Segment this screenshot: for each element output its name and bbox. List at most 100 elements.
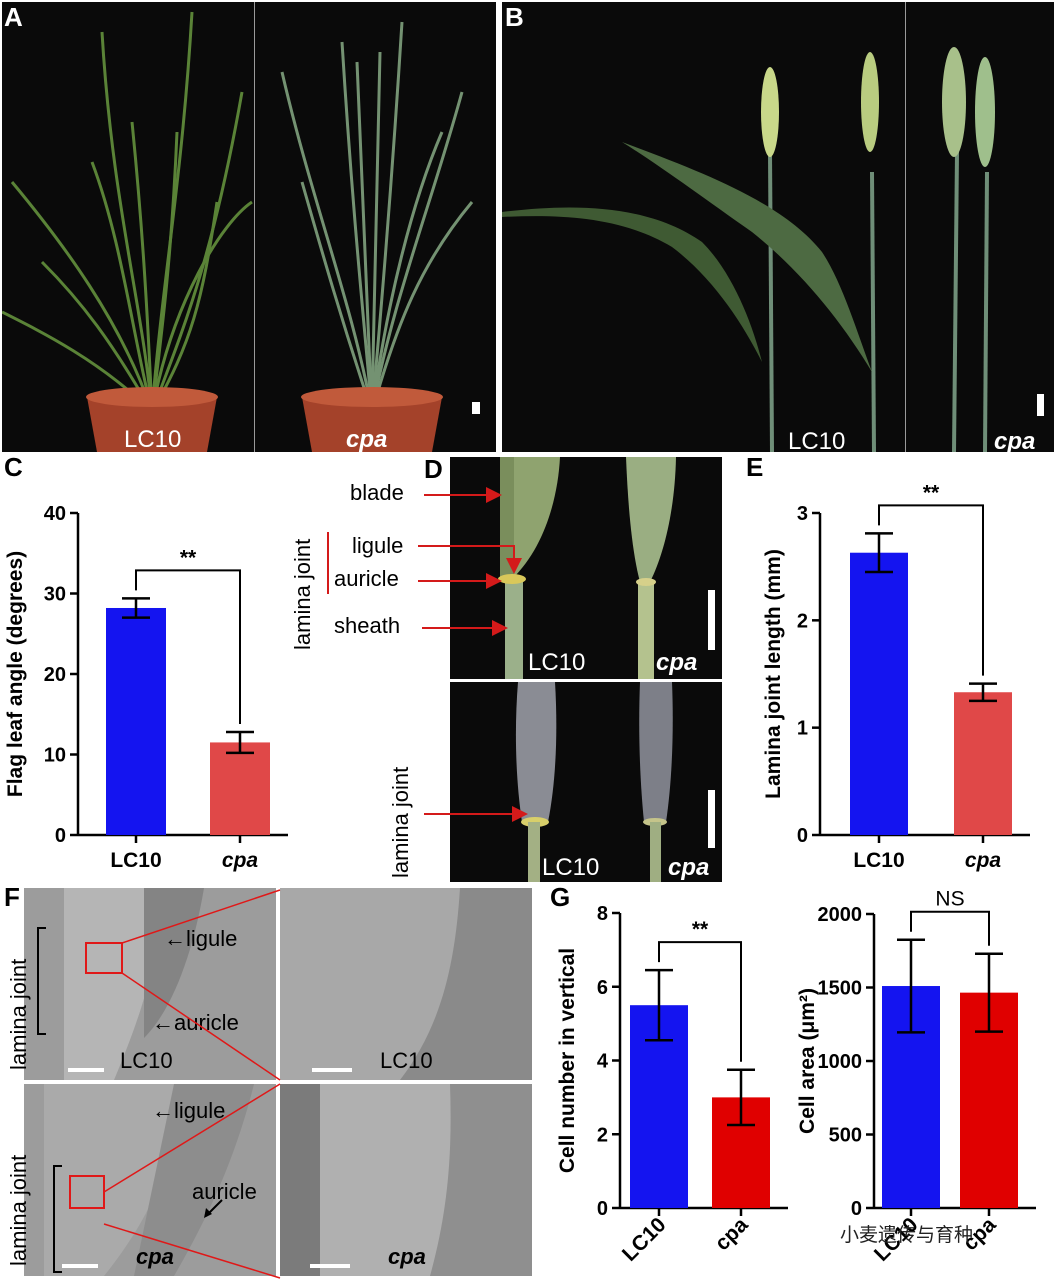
leaf-photo-d-bottom: LC10 cpa — [450, 682, 722, 882]
plant-photo-b-graphic — [502, 47, 995, 452]
panel-letter-d: D — [424, 454, 443, 484]
x-tick-label: cpa — [965, 849, 1002, 872]
sem-lc10-overview-graphic — [64, 888, 204, 1080]
panel-letter-g: G — [550, 882, 571, 912]
sem-label-cpa: cpa — [136, 1244, 174, 1269]
y-tick-label: 30 — [44, 584, 66, 606]
y-tick-label: 10 — [44, 745, 66, 767]
significance-label: NS — [935, 888, 964, 911]
y-axis-label: Lamina joint length (mm) — [762, 549, 785, 799]
sem-annotation-ligule-cpa: ←ligule — [152, 1098, 226, 1123]
watermark-text: 小麦遗传与育种 — [840, 1224, 974, 1246]
plant-photo-a-graphic — [2, 11, 474, 452]
y-tick-label: 0 — [597, 1198, 608, 1220]
annotation-lamina-joint-f-bottom: lamina joint — [6, 1154, 31, 1266]
y-tick-label: 1000 — [818, 1051, 863, 1073]
sem-cpa-overview-graphic — [44, 1084, 254, 1276]
label-cpa-d-top: cpa — [656, 649, 698, 676]
significance-bracket — [135, 569, 241, 724]
chart-c-flag-leaf-angle: 0 10 20 30 40 Flag leaf angle (degrees) LC10 cp… — [4, 503, 288, 872]
divider-b — [905, 2, 906, 452]
scale-bar-b — [1037, 394, 1044, 416]
y-tick-label: 3 — [797, 503, 808, 525]
y-tick-label: 0 — [55, 825, 66, 847]
y-tick-label: 6 — [597, 977, 608, 999]
annotation-lamina-joint-f-top: lamina joint — [6, 958, 31, 1070]
leaf-photo-d-bottom-graphic — [515, 682, 673, 882]
scale-bar-a — [472, 402, 480, 414]
scale-bar-f1 — [68, 1068, 104, 1072]
sem-annotation-overlay — [37, 889, 281, 1279]
significance-bracket — [878, 504, 984, 676]
sem-lc10-closeup: LC10 — [280, 888, 532, 1080]
y-axis-label: Cell number in vertical — [556, 948, 579, 1173]
sem-annotation-ligule-lc10: ←ligule — [164, 926, 238, 951]
plant-photo-b: LC10 cpa — [502, 2, 1054, 452]
sem-annotation-auricle-cpa: auricle — [192, 1179, 257, 1204]
significance-bracket — [658, 941, 742, 1062]
x-tick-label: LC10 — [110, 849, 161, 872]
x-tick-label: LC10 — [618, 1213, 671, 1266]
scale-bar-f2 — [312, 1068, 352, 1072]
y-tick-label: 4 — [597, 1051, 609, 1073]
panel-letter-b: B — [505, 2, 524, 32]
scale-bar-d-top — [708, 590, 715, 650]
y-tick-label: 1500 — [818, 978, 863, 1000]
y-axis-label: Flag leaf angle (degrees) — [4, 551, 27, 797]
sem-cpa-closeup-graphic — [280, 1084, 532, 1276]
annotation-auricle: auricle — [334, 566, 399, 591]
label-cpa-d-bottom: cpa — [668, 854, 710, 881]
x-tick-label: cpa — [222, 849, 259, 872]
bar — [106, 607, 166, 835]
divider-a — [254, 2, 255, 452]
y-tick-label: 2000 — [818, 904, 863, 926]
panel-letter-e: E — [746, 452, 764, 482]
label-lc10-d-top: LC10 — [528, 649, 586, 676]
y-tick-label: 0 — [851, 1198, 862, 1220]
label-lc10-b: LC10 — [788, 428, 846, 452]
chart-e-lamina-joint-length: 0 1 2 3 Lamina joint length (mm) LC10 cpa ** — [762, 481, 1030, 872]
y-axis-label: Cell area (μm²) — [796, 988, 819, 1134]
label-lc10-d-bottom: LC10 — [542, 854, 600, 881]
panel-letter-a-overlay: A — [4, 2, 23, 32]
annotation-sheath: sheath — [334, 613, 401, 638]
annotation-arrows-d — [327, 487, 528, 822]
y-tick-label: 2 — [797, 610, 808, 632]
bar — [850, 552, 908, 835]
annotation-lamina-joint-d-top: lamina joint — [290, 538, 315, 650]
annotation-ligule: ligule — [352, 533, 404, 558]
scale-bar-d-bottom — [708, 790, 715, 848]
y-tick-label: 500 — [829, 1125, 862, 1147]
label-cpa-a: cpa — [346, 426, 388, 452]
scale-bar-f3 — [62, 1264, 98, 1268]
sem-cpa-closeup: cpa — [280, 1084, 532, 1276]
sem-label-cpa-closeup: cpa — [388, 1244, 426, 1269]
y-tick-label: 20 — [44, 664, 66, 686]
scale-bar-f4 — [310, 1264, 350, 1268]
significance-label: ** — [923, 481, 940, 504]
y-tick-label: 8 — [597, 903, 608, 925]
x-tick-label: cpa — [711, 1213, 753, 1255]
y-tick-label: 0 — [797, 825, 808, 847]
panel-letter-f: F — [4, 882, 20, 912]
significance-label: ** — [180, 546, 197, 569]
bar — [210, 742, 270, 835]
y-tick-label: 40 — [44, 503, 66, 525]
significance-label: ** — [692, 918, 709, 941]
label-lc10-a: LC10 — [124, 426, 182, 452]
sem-label-lc10: LC10 — [120, 1048, 173, 1073]
y-tick-label: 1 — [797, 718, 808, 740]
plant-photo-a: LC10 cpa — [2, 2, 496, 452]
sem-cpa-overview: ←ligule auricle cpa — [24, 1084, 276, 1276]
sem-lc10-closeup-graphic — [280, 888, 532, 1080]
significance-bracket — [910, 910, 990, 946]
label-cpa-b: cpa — [994, 428, 1036, 452]
annotation-blade: blade — [350, 480, 404, 505]
panel-letter-c: C — [4, 452, 23, 482]
y-tick-label: 2 — [597, 1124, 608, 1146]
chart-g1-cell-number: 0 2 4 6 8 Cell number in vertical LC10 cpa ** — [556, 903, 788, 1266]
sem-label-lc10-closeup: LC10 — [380, 1048, 433, 1073]
x-tick-label: LC10 — [853, 849, 904, 872]
bar — [954, 692, 1012, 835]
